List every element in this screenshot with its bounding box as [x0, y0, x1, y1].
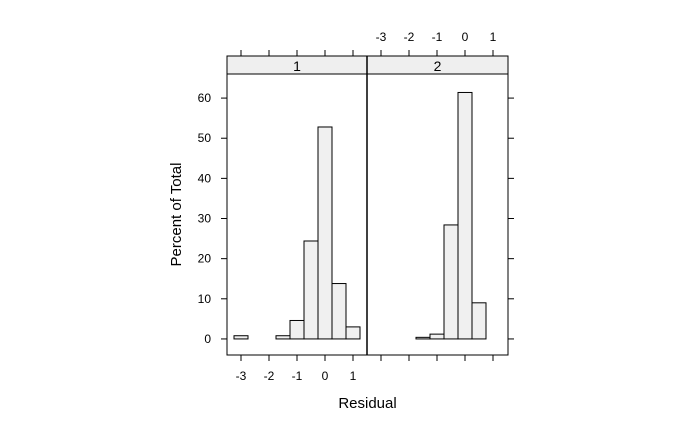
bar-panel2-bin6 [443, 224, 459, 340]
y-tick-label-6: 50 [198, 131, 212, 145]
x-tick-label-bottom-3: -1 [292, 369, 303, 383]
panel-2-border [366, 73, 509, 356]
bar-panel1-bin5 [289, 319, 305, 340]
bar-panel1-bin6 [303, 240, 319, 340]
x-tick-label-top-4: 0 [462, 30, 469, 44]
y-tick-label-5: 40 [198, 171, 212, 185]
y-axis-title: Percent of Total [168, 163, 185, 267]
x-tick-label-top-3: -1 [432, 30, 443, 44]
bar-panel2-bin4 [415, 336, 431, 340]
strip-label-1: 1 [293, 58, 301, 74]
bar-panel2-bin7 [457, 91, 473, 340]
x-tick-label-top-1: -3 [376, 30, 387, 44]
x-tick-label-bottom-2: -2 [264, 369, 275, 383]
y-tick-label-7: 60 [198, 91, 212, 105]
x-tick-label-top-5: 1 [490, 30, 497, 44]
y-tick-label-3: 20 [198, 252, 212, 266]
bar-panel1-bin7 [317, 126, 333, 340]
x-tick-label-top-2: -2 [404, 30, 415, 44]
y-tick-label-2: 10 [198, 292, 212, 306]
y-tick-label-1: 0 [204, 332, 211, 346]
x-axis-title: Residual [338, 395, 396, 412]
bar-panel1-bin8 [331, 283, 347, 340]
y-tick-label-4: 30 [198, 212, 212, 226]
bar-panel1-bin1 [233, 335, 249, 340]
x-tick-label-bottom-4: 0 [322, 369, 329, 383]
bar-panel1-bin9 [345, 326, 361, 340]
bar-panel1-bin4 [275, 335, 291, 340]
bar-panel2-bin5 [429, 333, 445, 340]
bar-panel2-bin8 [471, 302, 487, 340]
x-tick-label-bottom-5: 1 [350, 369, 357, 383]
strip-label-2: 2 [434, 58, 442, 74]
x-tick-label-bottom-1: -3 [236, 369, 247, 383]
